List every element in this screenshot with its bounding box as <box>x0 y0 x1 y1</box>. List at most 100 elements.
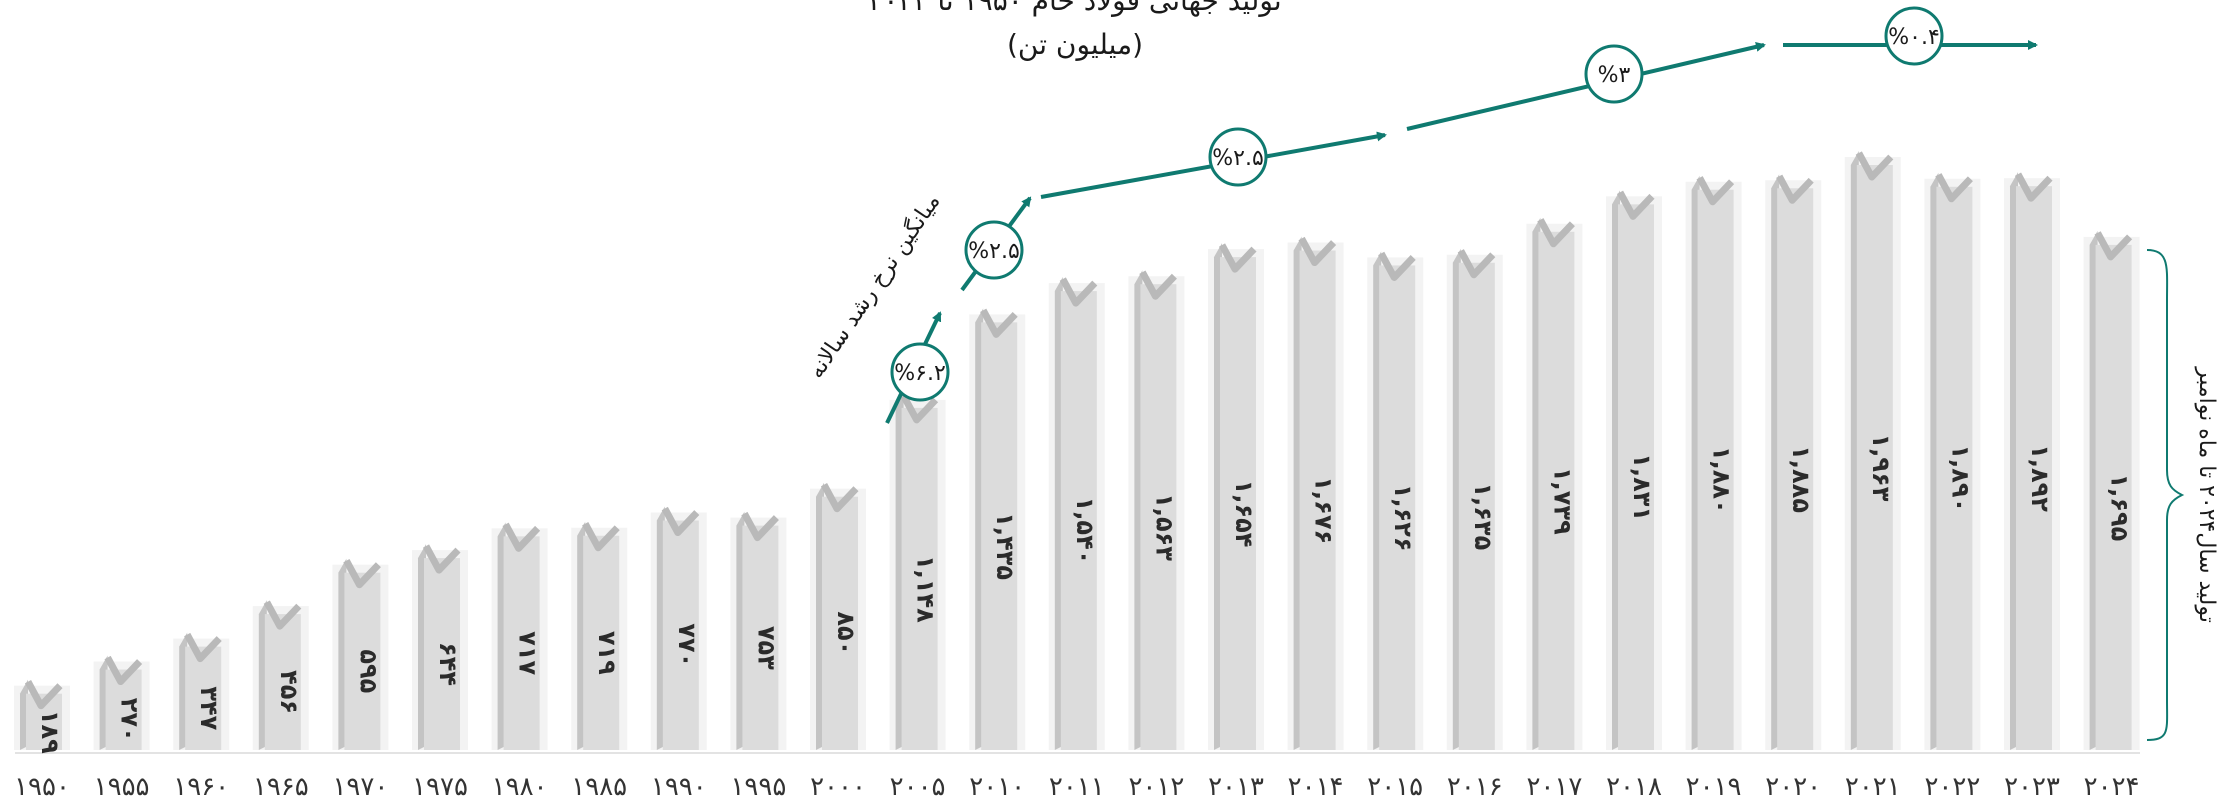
growth-rate-label: %۶.۲ <box>894 361 946 386</box>
side-note-label: تولید سال۲۰۲۴ تا ماه نوامبر <box>2194 366 2218 623</box>
value-label: ۷۷۰ <box>673 623 701 667</box>
value-label: ۳۴۷ <box>195 686 223 730</box>
bar-top-chevron <box>1059 277 1098 307</box>
bar-top-chevron <box>820 483 859 513</box>
x-tick-label: ۲۰۲۳ <box>2004 772 2060 801</box>
bars-group <box>14 151 2140 751</box>
bar <box>1685 175 1742 750</box>
bar-top-chevron <box>980 308 1018 338</box>
value-label: ۱,۸۹۰ <box>1946 445 1974 513</box>
bar <box>571 521 628 750</box>
x-tick-label: ۱۹۹۵ <box>730 772 786 801</box>
bar-top-chevron <box>1616 190 1655 220</box>
bar-top-chevron <box>2094 231 2133 261</box>
bar <box>2004 172 2060 750</box>
x-tick-label: ۲۰۰۵ <box>890 772 946 801</box>
x-tick-label: ۲۰۱۷ <box>1526 772 1582 801</box>
bar-front <box>822 496 858 750</box>
x-tick-label: ۲۰۲۰ <box>1765 772 1821 801</box>
value-label: ۴۵۶ <box>275 670 303 714</box>
bar-front <box>2095 244 2132 750</box>
bar-front <box>1140 284 1177 750</box>
value-label: ۱,۴۳۵ <box>991 512 1019 580</box>
bar <box>1128 270 1185 750</box>
x-tick-label: ۱۹۷۵ <box>412 772 468 801</box>
x-tick-label: ۱۹۸۰ <box>492 772 548 801</box>
value-label: ۷۵۳ <box>752 626 780 670</box>
value-label: ۱,۱۴۸ <box>912 555 940 623</box>
value-labels-group: ۱۸۹ ۲۷۰ ۳۴۷ ۴۵۶ ۵۹۵ ۶۴۴ ۷۱۷ ۷۱۹ ۷۷۰ ۷۵۳ ۸۵۰ ۱,۱۴۸ ۱,… <box>36 434 2134 755</box>
bar-front <box>583 535 620 750</box>
bar-front <box>1856 165 1893 750</box>
bar-top-chevron <box>1457 249 1496 279</box>
bar <box>1924 172 1981 750</box>
bar-top-chevron <box>1935 173 1973 203</box>
growth-rate-label: %۲.۵ <box>968 239 1020 264</box>
x-tick-label: ۱۹۶۵ <box>253 772 309 801</box>
bar-top-chevron <box>422 544 461 574</box>
bar-front <box>503 536 540 750</box>
bar-front <box>1936 186 1973 750</box>
bar-front <box>264 614 301 750</box>
bar-top-chevron <box>661 506 700 537</box>
year-2024-brace <box>2146 249 2185 741</box>
bar <box>1765 174 1822 751</box>
bar-front <box>1220 257 1256 750</box>
bar-top-chevron <box>1696 176 1735 206</box>
bar <box>93 655 150 750</box>
x-tick-label: ۱۹۵۰ <box>14 772 70 801</box>
bar <box>1526 217 1583 750</box>
growth-rate-circle <box>1884 6 1944 66</box>
bar-top-chevron <box>1218 243 1257 273</box>
bar-top-chevron <box>1139 270 1177 300</box>
bar <box>969 308 1026 750</box>
x-tick-label: ۲۰۰۰ <box>810 772 866 801</box>
bar <box>1048 277 1105 750</box>
bar-front <box>1618 204 1654 750</box>
bar-front <box>742 525 779 750</box>
value-label: ۱,۶۷۶ <box>1310 476 1338 544</box>
bar <box>332 558 389 750</box>
bar <box>14 679 70 750</box>
growth-rate-circle <box>890 342 950 402</box>
bar-top-chevron <box>1298 236 1337 267</box>
bar-front <box>1458 262 1495 750</box>
bar-top-chevron <box>1776 174 1814 204</box>
growth-rate-circle <box>1584 44 1644 104</box>
value-label: ۱,۸۹۲ <box>2026 444 2054 512</box>
chart-title: تولید جهانی فولاد خام ۱۹۵۰ تا ۲۰۲۴ <box>868 0 1281 17</box>
x-tick-label: ۱۹۸۵ <box>571 772 627 801</box>
bar-top-chevron <box>24 680 63 710</box>
value-label: ۱,۸۳۱ <box>1628 453 1656 521</box>
x-tick-label: ۲۰۲۴ <box>2084 772 2140 801</box>
x-tick-labels-group: ۱۹۵۰ ۱۹۵۵ ۱۹۶۰ ۱۹۶۵ ۱۹۷۰ ۱۹۷۵ ۱۹۸۰ ۱۹۸۵ ۱۹۹۰ ۱۹۹۵… <box>14 772 2139 801</box>
value-label: ۱,۵۶۳ <box>1150 493 1178 561</box>
bar-front <box>1379 265 1416 750</box>
x-tick-label: ۲۰۲۲ <box>1924 772 1980 801</box>
growth-arrow <box>1406 41 1766 131</box>
bar-top-chevron <box>104 655 143 686</box>
bar-front <box>344 572 381 750</box>
bar-front <box>662 520 699 750</box>
bar <box>412 544 468 750</box>
bar <box>1367 251 1424 750</box>
bar-front <box>2016 186 2052 750</box>
bar <box>1446 248 1503 750</box>
value-label: ۱۸۹ <box>36 710 64 754</box>
value-label: ۱,۸۸۵ <box>1787 445 1815 513</box>
bar-top-chevron <box>900 394 939 424</box>
x-tick-label: ۲۰۱۰ <box>969 772 1025 801</box>
bar <box>730 511 787 750</box>
value-label: ۱,۶۹۵ <box>2106 474 2134 542</box>
value-label: ۶۴۴ <box>434 642 462 686</box>
x-tick-label: ۲۰۱۴ <box>1288 772 1344 801</box>
bar <box>173 632 230 750</box>
bar-front <box>424 558 460 750</box>
value-label: ۸۵۰ <box>832 611 860 655</box>
bar <box>1844 151 1901 750</box>
chart-subtitle: (میلیون تن) <box>1007 28 1143 61</box>
bar <box>1287 236 1344 751</box>
x-tick-label: ۲۰۱۸ <box>1606 772 1662 801</box>
bar-top-chevron <box>741 511 779 542</box>
